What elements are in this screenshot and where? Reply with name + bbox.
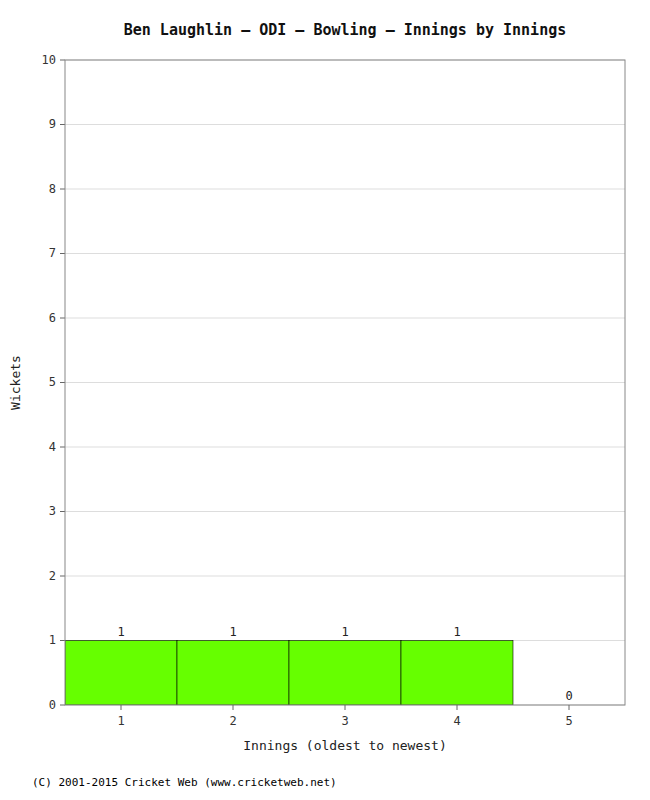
grid-line — [65, 576, 625, 577]
y-tick — [60, 60, 65, 61]
y-tick-label: 9 — [49, 117, 56, 131]
y-tick-label: 0 — [49, 698, 56, 712]
x-tick — [121, 705, 122, 710]
title: Ben Laughlin – ODI – Bowling – Innings b… — [124, 21, 567, 39]
bar — [65, 641, 177, 706]
x-tick-label: 3 — [341, 714, 348, 728]
chart-svg: 0123456789101111012345Ben Laughlin – ODI… — [0, 0, 650, 800]
footer: (C) 2001-2015 Cricket Web (www.cricketwe… — [32, 776, 337, 789]
y-tick — [60, 447, 65, 448]
x-tick-label: 4 — [453, 714, 460, 728]
data-label: 1 — [229, 625, 236, 639]
x-axis: 1 2 3 4 5 — [117, 705, 572, 728]
data-label: 1 — [341, 625, 348, 639]
y-grid — [65, 60, 625, 705]
y-tick — [60, 253, 65, 254]
data-label: 1 — [453, 625, 460, 639]
x-tick-label: 1 — [117, 714, 124, 728]
plot-background — [65, 60, 625, 705]
y-axis: 0 1 2 3 4 5 6 7 8 9 10 — [42, 53, 65, 712]
y-tick-label: 6 — [49, 311, 56, 325]
data-label: 0 — [565, 689, 572, 703]
y-tick-label: 1 — [49, 633, 56, 647]
y-tick — [60, 189, 65, 190]
plot-frame — [65, 60, 625, 705]
y-tick — [60, 511, 65, 512]
bar — [289, 641, 401, 706]
x-tick — [345, 705, 346, 710]
x-tick — [233, 705, 234, 710]
bar — [177, 641, 289, 706]
grid-line — [65, 189, 625, 190]
y-tick — [60, 382, 65, 383]
x-tick-label: 5 — [565, 714, 572, 728]
y-tick — [60, 640, 65, 641]
y-tick-label: 4 — [49, 440, 56, 454]
chart-container: 0123456789101111012345Ben Laughlin – ODI… — [0, 0, 650, 800]
x-tick-label: 2 — [229, 714, 236, 728]
y-tick-label: 3 — [49, 504, 56, 518]
grid-line — [65, 447, 625, 448]
y-tick — [60, 576, 65, 577]
bar — [401, 641, 513, 706]
y-tick — [60, 124, 65, 125]
x-tick — [457, 705, 458, 710]
grid-line — [65, 318, 625, 319]
y-axis-label: Wickets — [8, 355, 23, 410]
grid-line — [65, 511, 625, 512]
y-tick-label: 7 — [49, 246, 56, 260]
grid-line — [65, 124, 625, 125]
grid-line — [65, 382, 625, 383]
bars — [65, 641, 513, 706]
y-tick — [60, 705, 65, 706]
x-axis-label: Innings (oldest to newest) — [243, 738, 447, 753]
grid-line — [65, 253, 625, 254]
data-label: 1 — [117, 625, 124, 639]
y-tick-label: 2 — [49, 569, 56, 583]
x-tick — [569, 705, 570, 710]
y-tick — [60, 318, 65, 319]
y-tick-label: 5 — [49, 375, 56, 389]
y-tick-label: 8 — [49, 182, 56, 196]
y-tick-label: 10 — [42, 53, 56, 67]
data-labels: 1 1 1 1 0 — [117, 625, 572, 704]
